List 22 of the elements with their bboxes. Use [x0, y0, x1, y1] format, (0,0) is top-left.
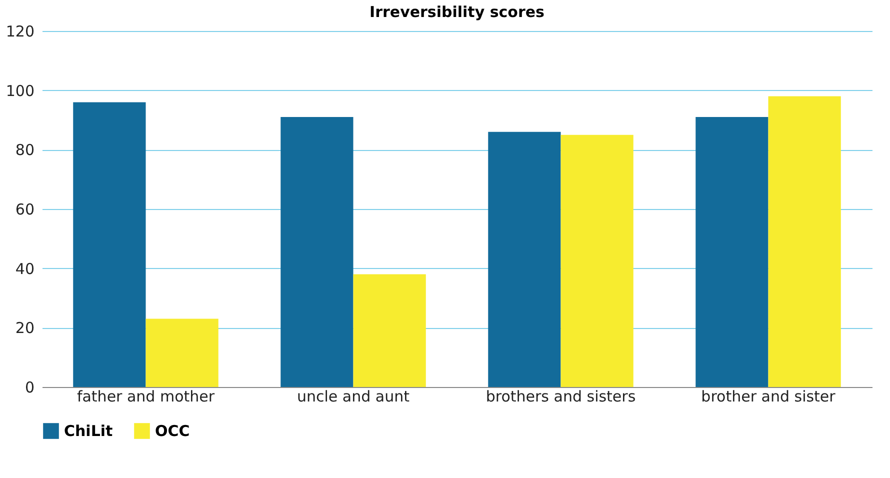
- legend-label: ChiLit: [64, 422, 113, 440]
- bar: [560, 134, 634, 387]
- x-tick-label: brothers and sisters: [486, 388, 636, 406]
- bar: [488, 132, 561, 387]
- chart-title: Irreversibility scores: [370, 3, 545, 21]
- legend-label: OCC: [155, 422, 190, 440]
- bar: [768, 96, 841, 387]
- y-tick-label: 20: [15, 319, 34, 338]
- y-tick-label: 40: [15, 260, 34, 278]
- bar: [696, 117, 768, 387]
- x-tick-label: uncle and aunt: [297, 388, 410, 406]
- bar: [73, 102, 146, 387]
- bar: [353, 274, 426, 387]
- y-tick-label: 100: [6, 82, 34, 100]
- y-tick-label: 80: [15, 141, 34, 160]
- y-tick-label: 120: [6, 22, 34, 40]
- bar: [280, 117, 354, 387]
- y-tick-label: 0: [24, 378, 34, 396]
- x-tick-label: father and mother: [76, 388, 216, 406]
- x-tick-label: brother and sister: [701, 388, 836, 406]
- y-tick-label: 60: [15, 200, 34, 218]
- bar: [146, 318, 218, 387]
